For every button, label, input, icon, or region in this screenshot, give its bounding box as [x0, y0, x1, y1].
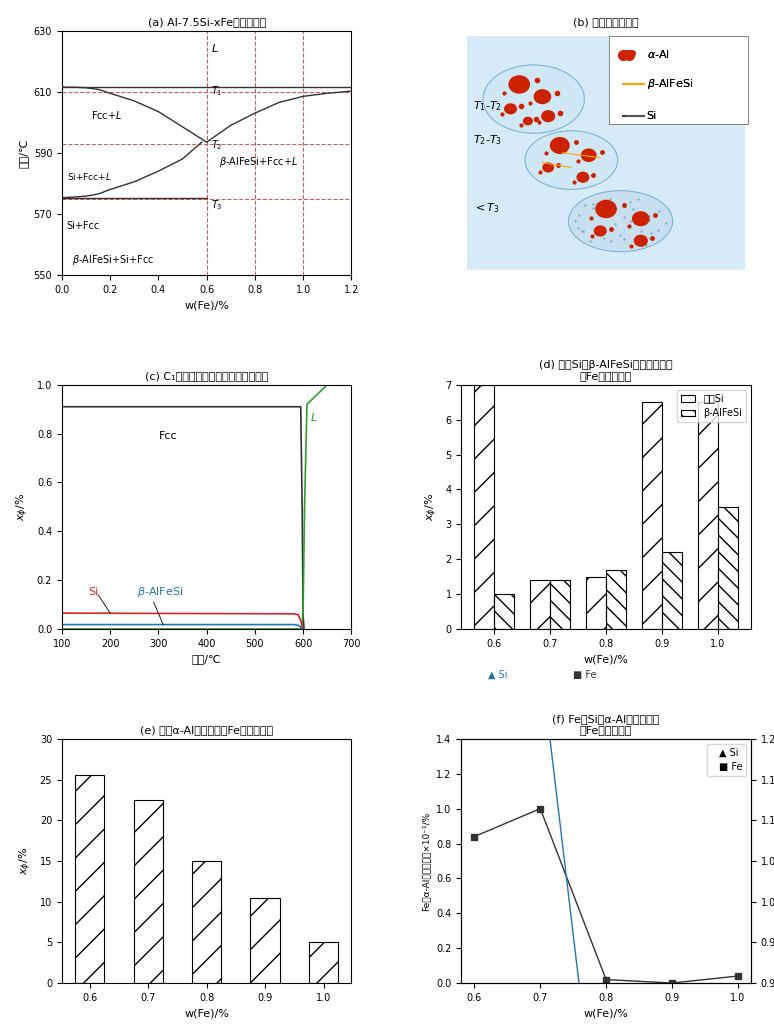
Bar: [494, 594, 514, 629]
Fe: [470, 830, 479, 843]
Bar: [530, 581, 550, 629]
X-axis label: 温度/℃: 温度/℃: [192, 654, 221, 665]
Bar: [718, 507, 738, 629]
Title: (b) 凝固路径示意图: (b) 凝固路径示意图: [574, 17, 639, 28]
Fe: [733, 970, 742, 982]
Fe: [536, 803, 545, 815]
X-axis label: w(Fe)/%: w(Fe)/%: [184, 1009, 229, 1018]
Text: ▲ Si: ▲ Si: [488, 670, 507, 680]
Circle shape: [543, 163, 553, 172]
Title: (f) Fe和Si在α-Al中的固滜度
随Fe含量的变化: (f) Fe和Si在α-Al中的固滜度 随Fe含量的变化: [553, 714, 659, 735]
Circle shape: [635, 236, 647, 246]
Si: [470, 610, 479, 623]
Legend: ▲ Si, ■ Fe: ▲ Si, ■ Fe: [707, 743, 746, 776]
Text: Si+Fcc+$L$: Si+Fcc+$L$: [67, 171, 111, 182]
Bar: [192, 861, 221, 983]
Circle shape: [509, 76, 529, 93]
FancyBboxPatch shape: [609, 36, 748, 124]
Ellipse shape: [483, 65, 584, 133]
Text: $\beta$-AlFeSi: $\beta$-AlFeSi: [646, 77, 693, 91]
Fe: [667, 977, 676, 989]
Bar: [587, 577, 606, 629]
Y-axis label: Fe在α-Al中的固溶度×10⁻¹/%: Fe在α-Al中的固溶度×10⁻¹/%: [422, 811, 430, 910]
Circle shape: [523, 118, 533, 125]
Circle shape: [581, 150, 596, 162]
Ellipse shape: [568, 190, 673, 252]
Text: $\alpha$-Al: $\alpha$-Al: [646, 47, 670, 59]
Y-axis label: $x_\phi$/%: $x_\phi$/%: [423, 493, 440, 521]
X-axis label: w(Fe)/%: w(Fe)/%: [584, 1009, 628, 1018]
Text: $L$: $L$: [310, 412, 318, 423]
Y-axis label: $x_\phi$/%: $x_\phi$/%: [15, 493, 31, 521]
X-axis label: w(Fe)/%: w(Fe)/%: [584, 654, 628, 665]
Title: (c) C₁合金的相分数随温度的变化曲线: (c) C₁合金的相分数随温度的变化曲线: [145, 372, 269, 381]
Bar: [134, 800, 163, 983]
Text: $L$: $L$: [211, 42, 219, 54]
Text: $T_2$: $T_2$: [211, 138, 223, 152]
Text: $\beta$-AlFeSi: $\beta$-AlFeSi: [137, 585, 183, 599]
Fe: [601, 974, 611, 986]
Y-axis label: $x_\phi$/%: $x_\phi$/%: [18, 847, 34, 874]
Text: $T_2$-$T_3$: $T_2$-$T_3$: [473, 133, 502, 146]
Text: $<T_3$: $<T_3$: [473, 202, 500, 215]
Si: [536, 651, 545, 664]
Circle shape: [550, 137, 569, 154]
Circle shape: [542, 111, 554, 122]
Bar: [251, 898, 279, 983]
Bar: [75, 775, 104, 983]
Text: $T_1$: $T_1$: [211, 84, 223, 98]
FancyBboxPatch shape: [467, 36, 745, 270]
Text: $\beta$-AlFeSi+Fcc+$L$: $\beta$-AlFeSi+Fcc+$L$: [219, 155, 298, 169]
Circle shape: [632, 212, 649, 225]
Ellipse shape: [525, 131, 618, 189]
Text: Si: Si: [88, 587, 99, 597]
Bar: [662, 552, 682, 629]
Circle shape: [577, 172, 589, 182]
Bar: [474, 385, 494, 629]
Circle shape: [594, 226, 606, 236]
Circle shape: [505, 104, 516, 114]
Line: Si: Si: [471, 613, 741, 1024]
Line: Fe: Fe: [471, 805, 741, 986]
Y-axis label: 温度/℃: 温度/℃: [18, 138, 28, 168]
Bar: [642, 402, 662, 629]
Circle shape: [534, 90, 550, 103]
Text: Si: Si: [646, 111, 657, 121]
Circle shape: [596, 201, 616, 217]
Title: (a) Al-7.5Si-xFe伪二元相图: (a) Al-7.5Si-xFe伪二元相图: [148, 17, 265, 28]
Text: Si+Fcc: Si+Fcc: [67, 221, 100, 231]
Text: ■ Fe: ■ Fe: [574, 670, 597, 680]
Text: $T_3$: $T_3$: [211, 198, 223, 212]
Text: $T_1$-$T_2$: $T_1$-$T_2$: [473, 99, 502, 113]
X-axis label: w(Fe)/%: w(Fe)/%: [184, 300, 229, 310]
Text: Fcc: Fcc: [159, 430, 177, 440]
Bar: [606, 569, 625, 629]
Text: Si: Si: [646, 111, 657, 121]
Bar: [550, 581, 570, 629]
Text: $\alpha$-Al: $\alpha$-Al: [646, 47, 670, 59]
Bar: [309, 942, 338, 983]
Bar: [698, 402, 718, 629]
Title: (e) 初生α-Al摩尔分数随Fe含量的变化: (e) 初生α-Al摩尔分数随Fe含量的变化: [140, 725, 273, 735]
Title: (d) 共晶Si和β-AlFeSi相的摩尔分数
随Fe含量的变化: (d) 共晶Si和β-AlFeSi相的摩尔分数 随Fe含量的变化: [539, 359, 673, 381]
Text: $\beta$-AlFeSi: $\beta$-AlFeSi: [646, 77, 693, 91]
Legend: 共晶Si, β-AlFeSi: 共晶Si, β-AlFeSi: [677, 390, 746, 422]
Text: Fcc+$L$: Fcc+$L$: [91, 110, 122, 121]
Text: $\beta$-AlFeSi+Si+Fcc: $\beta$-AlFeSi+Si+Fcc: [71, 253, 154, 266]
